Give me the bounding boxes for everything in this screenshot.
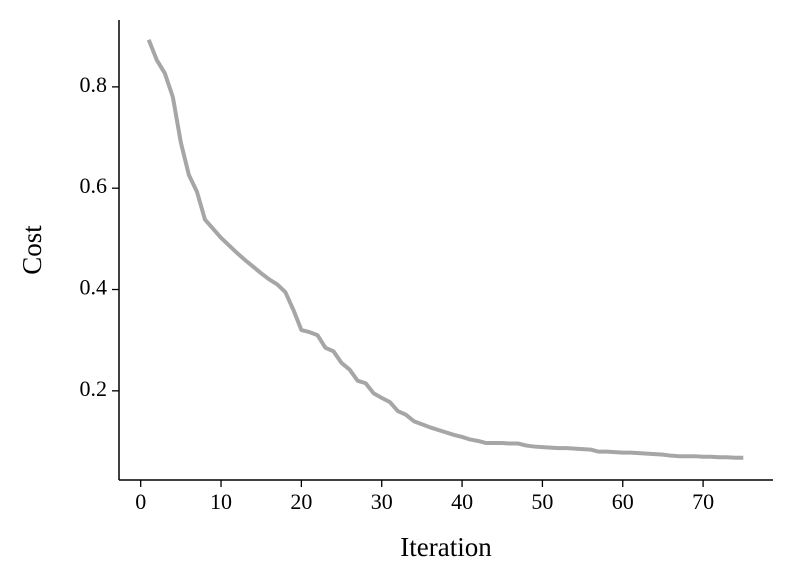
x-tick-label: 40 [451, 489, 473, 514]
x-tick-label: 60 [612, 489, 634, 514]
x-tick-label: 30 [371, 489, 393, 514]
x-tick-label: 0 [135, 489, 146, 514]
y-tick-label: 0.4 [80, 275, 108, 300]
x-tick-label: 70 [692, 489, 714, 514]
x-tick-label: 10 [210, 489, 232, 514]
x-tick-label: 20 [290, 489, 312, 514]
y-tick-label: 0.8 [80, 72, 108, 97]
x-axis-label: Iteration [400, 532, 492, 562]
line [146, 39, 744, 460]
y-tick-label: 0.6 [80, 173, 108, 198]
y-tick-label: 0.2 [80, 376, 108, 401]
y-axis-label: Cost [17, 225, 47, 275]
x-tick-label: 50 [531, 489, 553, 514]
